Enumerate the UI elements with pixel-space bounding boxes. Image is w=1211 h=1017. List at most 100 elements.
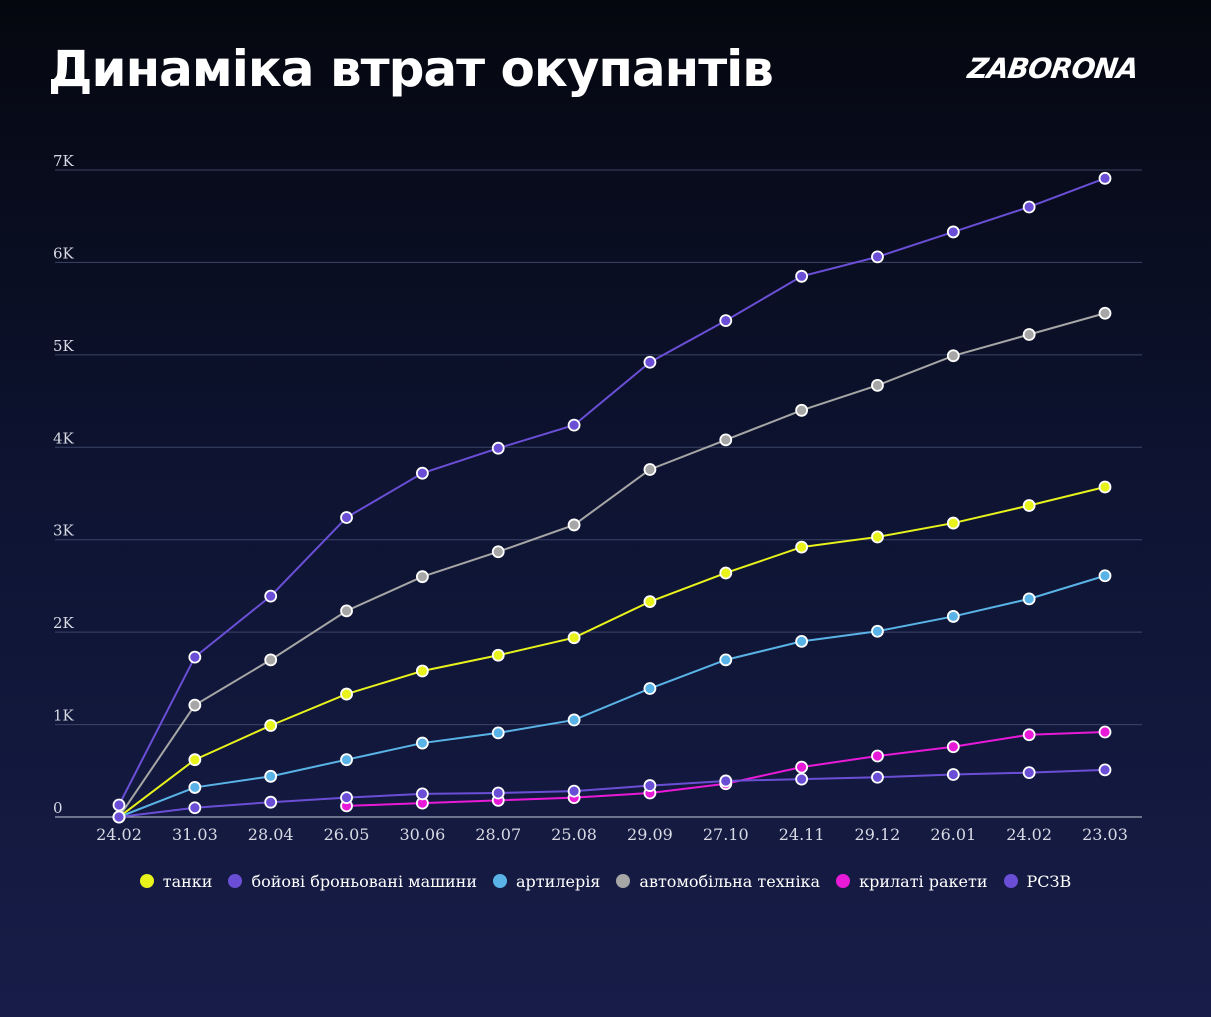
legend-label: бойові броньовані машини <box>251 871 478 891</box>
data-point <box>643 463 657 476</box>
x-tick-label: 26.01 <box>930 825 976 844</box>
data-point <box>1022 728 1036 742</box>
data-point <box>264 653 278 667</box>
data-point <box>415 787 429 801</box>
data-point <box>340 687 353 701</box>
data-point <box>871 770 884 784</box>
data-point <box>1022 499 1036 512</box>
data-point <box>188 650 202 664</box>
data-point <box>795 540 809 554</box>
data-point <box>795 772 809 786</box>
data-point <box>1022 328 1036 341</box>
legend-label: автомобільна техніка <box>639 871 821 891</box>
data-point <box>491 545 505 559</box>
data-point <box>1098 569 1112 583</box>
data-point <box>188 781 202 794</box>
data-point <box>871 749 884 763</box>
y-tick-label: 6K <box>53 244 75 262</box>
data-point <box>871 250 884 264</box>
legend-dot-icon <box>616 874 631 888</box>
data-point <box>946 225 960 239</box>
x-tick-label: 27.10 <box>703 825 749 844</box>
data-point <box>415 570 429 584</box>
data-point <box>188 753 202 767</box>
data-point <box>340 791 353 804</box>
data-point <box>795 760 809 774</box>
data-point <box>264 795 278 809</box>
data-point <box>264 769 278 783</box>
series-points <box>112 171 1112 824</box>
data-point <box>491 648 505 662</box>
x-tick-label: 24.11 <box>779 825 825 844</box>
data-point <box>871 378 884 392</box>
x-tick-label: 31.03 <box>172 825 218 844</box>
legend-label: РСЗВ <box>1026 871 1072 891</box>
series-line-2 <box>118 574 1106 818</box>
data-point <box>643 595 657 609</box>
data-point <box>871 624 884 638</box>
data-point <box>946 768 960 781</box>
data-point <box>264 589 278 603</box>
legend-item: автомобільна техніка <box>616 872 820 891</box>
data-point <box>567 713 581 727</box>
page-title: Динаміка втрат окупантів <box>48 40 774 98</box>
data-point <box>340 511 353 524</box>
series-line-5 <box>118 768 1106 818</box>
data-point <box>340 604 353 618</box>
y-axis-labels: 0 1K 2K 3K 4K 5K 6K 7K <box>53 152 75 817</box>
data-point <box>1098 725 1112 739</box>
y-tick-label: 7K <box>53 152 75 170</box>
data-point <box>946 516 960 530</box>
data-point <box>643 779 657 792</box>
legend-dot-icon <box>139 874 154 888</box>
data-point <box>567 518 581 532</box>
y-tick-label: 4K <box>53 429 75 447</box>
chart-legend: танки бойові броньовані машини артилерія ав… <box>0 866 1211 896</box>
y-tick-label: 3K <box>53 522 75 540</box>
data-point <box>491 726 505 740</box>
data-point <box>415 466 429 480</box>
y-tick-label: 2K <box>53 614 75 632</box>
data-point <box>946 349 960 363</box>
data-point <box>1098 480 1112 494</box>
x-tick-label: 26.05 <box>324 825 370 844</box>
data-point <box>795 634 809 648</box>
data-point <box>719 774 733 788</box>
x-tick-label: 29.09 <box>627 825 673 844</box>
legend-item: бойові броньовані машини <box>228 872 477 891</box>
data-point <box>567 784 581 798</box>
data-point <box>112 798 126 812</box>
data-point <box>1022 592 1036 606</box>
x-tick-label: 25.08 <box>551 825 597 844</box>
data-point <box>1022 200 1036 214</box>
x-tick-label: 24.02 <box>96 825 142 844</box>
legend-item: танки <box>139 872 212 891</box>
legend-dot-icon <box>1003 874 1018 888</box>
y-tick-label: 0 <box>53 799 63 817</box>
data-point <box>643 355 657 369</box>
data-point <box>340 753 353 767</box>
data-point <box>719 433 733 447</box>
y-tick-label: 5K <box>53 337 75 355</box>
data-point <box>946 740 960 754</box>
legend-item: РСЗВ <box>1003 871 1072 891</box>
chart-grid <box>55 169 1142 818</box>
data-point <box>795 269 809 283</box>
data-point <box>1022 766 1036 780</box>
data-point <box>1098 763 1112 777</box>
data-point <box>567 631 581 645</box>
legend-label: крилаті ракети <box>859 871 988 891</box>
y-tick-label: 1K <box>53 707 75 725</box>
data-point <box>719 653 733 667</box>
data-point <box>264 719 278 732</box>
series-line-0 <box>118 486 1106 818</box>
data-point <box>871 530 884 544</box>
x-tick-label: 24.02 <box>1006 825 1052 844</box>
data-point <box>415 736 429 750</box>
legend-dot-icon <box>493 874 508 888</box>
x-axis-labels: 24.02 31.03 28.04 26.05 30.06 28.07 25.08 29.09… <box>96 825 1128 844</box>
legend-item: артилерія <box>493 872 600 891</box>
data-point <box>795 403 809 417</box>
data-point <box>719 314 733 328</box>
x-tick-label: 29.12 <box>855 825 901 844</box>
